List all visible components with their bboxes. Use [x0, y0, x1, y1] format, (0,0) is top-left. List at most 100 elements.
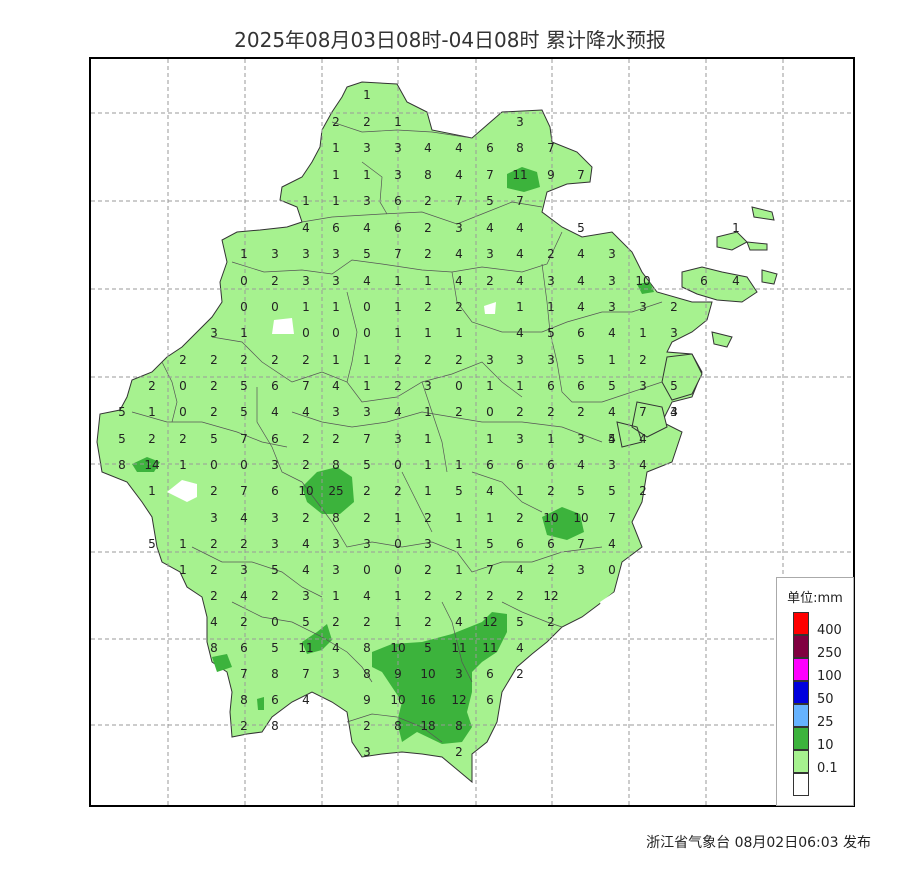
station-value: 1 [486, 379, 494, 393]
station-value: 2 [240, 537, 248, 551]
station-value: 6 [700, 274, 708, 288]
station-value: 2 [210, 405, 218, 419]
station-value: 2 [210, 537, 218, 551]
station-value: 6 [547, 537, 555, 551]
station-value: 4 [302, 537, 310, 551]
legend-label: 250 [817, 646, 842, 661]
station-value: 1 [332, 141, 340, 155]
station-value: 1 [394, 589, 402, 603]
station-value: 1 [455, 458, 463, 472]
station-value: 7 [547, 141, 555, 155]
station-value: 10 [390, 693, 405, 707]
station-value: 1 [394, 511, 402, 525]
station-value: 3 [302, 247, 310, 261]
station-value: 3 [271, 511, 279, 525]
station-value: 2 [332, 615, 340, 629]
station-value: 3 [547, 353, 555, 367]
station-value: 3 [516, 432, 524, 446]
station-value: 7 [363, 432, 371, 446]
station-value: 6 [486, 458, 494, 472]
station-value: 3 [394, 432, 402, 446]
station-value: 2 [547, 563, 555, 577]
station-value: 12 [451, 693, 466, 707]
station-value: 1 [363, 168, 371, 182]
station-value: 4 [608, 537, 616, 551]
station-value: 2 [271, 353, 279, 367]
station-value: 10 [298, 484, 313, 498]
station-value: 2 [424, 563, 432, 577]
legend-swatch [793, 681, 809, 704]
legend-item: 100 [793, 658, 863, 683]
station-value: 4 [394, 405, 402, 419]
station-value: 1 [363, 353, 371, 367]
station-value: 0 [363, 563, 371, 577]
station-value: 1 [394, 115, 402, 129]
station-value: 1 [394, 274, 402, 288]
station-value: 3 [424, 379, 432, 393]
station-value: 2 [179, 353, 187, 367]
station-value: 3 [271, 458, 279, 472]
station-value: 6 [271, 693, 279, 707]
legend-swatch [793, 773, 809, 796]
station-value: 2 [547, 247, 555, 261]
station-value: 1 [302, 300, 310, 314]
station-value: 3 [363, 405, 371, 419]
station-value: 2 [394, 353, 402, 367]
station-value: 0 [486, 405, 494, 419]
station-value: 2 [516, 667, 524, 681]
legend-label: 0.1 [817, 761, 838, 776]
station-value: 3 [302, 274, 310, 288]
station-value: 4 [516, 326, 524, 340]
station-value: 5 [670, 379, 678, 393]
station-value: 4 [577, 274, 585, 288]
station-value: 9 [363, 693, 371, 707]
station-value: 1 [516, 300, 524, 314]
station-value: 1 [240, 247, 248, 261]
station-value: 2 [332, 115, 340, 129]
station-value: 2 [516, 589, 524, 603]
zhoushan-islands [616, 206, 778, 448]
station-value: 5 [271, 641, 279, 655]
station-value: 2 [210, 563, 218, 577]
station-value: 4 [424, 141, 432, 155]
station-value: 7 [608, 511, 616, 525]
station-value: 4 [302, 693, 310, 707]
legend-title: 单位:mm [787, 591, 843, 606]
station-value: 9 [394, 667, 402, 681]
station-value: 2 [363, 719, 371, 733]
station-value: 3 [516, 353, 524, 367]
station-value: 0 [363, 326, 371, 340]
station-value: 1 [424, 405, 432, 419]
station-value: 4 [608, 405, 616, 419]
station-value: 2 [516, 405, 524, 419]
station-value: 6 [547, 458, 555, 472]
station-value: 2 [271, 274, 279, 288]
station-value: 2 [240, 615, 248, 629]
station-value: 18 [420, 719, 435, 733]
station-value: 1 [732, 221, 740, 235]
station-value: 6 [271, 432, 279, 446]
station-value: 3 [332, 247, 340, 261]
station-value: 0 [240, 274, 248, 288]
station-value: 3 [302, 589, 310, 603]
station-value: 3 [608, 247, 616, 261]
station-value: 7 [240, 667, 248, 681]
station-value: 6 [486, 141, 494, 155]
station-value: 2 [424, 511, 432, 525]
station-value: 1 [455, 563, 463, 577]
station-value: 4 [639, 432, 647, 446]
station-value: 1 [332, 300, 340, 314]
station-value: 0 [394, 458, 402, 472]
station-value: 1 [148, 484, 156, 498]
station-value: 2 [240, 719, 248, 733]
station-value: 8 [240, 693, 248, 707]
station-value: 2 [424, 300, 432, 314]
station-value: 2 [302, 511, 310, 525]
station-value: 0 [179, 379, 187, 393]
legend-item [793, 773, 863, 796]
station-value: 11 [451, 641, 466, 655]
station-value: 4 [639, 458, 647, 472]
station-value: 6 [394, 221, 402, 235]
map-frame: 31°N30.5°N30°N29.5°N29°N28.5°N28°N27.5°N… [89, 57, 855, 807]
station-value: 0 [302, 326, 310, 340]
